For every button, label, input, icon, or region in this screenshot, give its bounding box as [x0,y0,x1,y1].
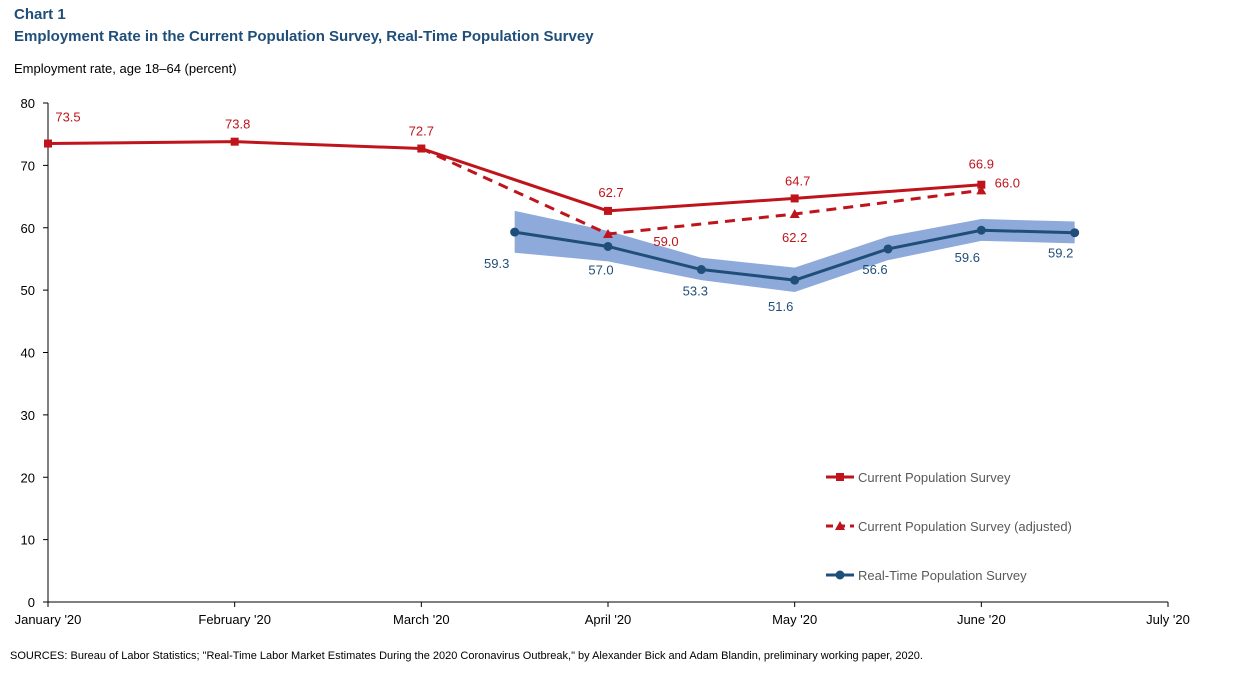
legend-rtps-label: Real-Time Population Survey [858,568,1027,583]
point-cps-adjusted [976,185,987,195]
point-rtps [696,265,706,275]
data-label-cps-adjusted: 66.0 [995,175,1020,190]
data-label-cps: 72.7 [409,124,434,139]
point-rtps [976,225,986,235]
series-line-cps [47,140,982,213]
y-tick-label: 30 [21,408,35,423]
data-label-rtps: 59.6 [955,250,980,265]
x-tick-label: January '20 [15,612,82,627]
y-tick-label: 70 [21,158,35,173]
data-label-rtps: 57.0 [588,262,613,277]
legend-rtps-marker [835,570,845,580]
point-rtps [1070,228,1080,238]
point-cps [417,144,426,153]
point-cps [977,180,986,189]
y-axis-title: Employment rate, age 18–64 (percent) [14,61,237,76]
x-tick-label: June '20 [957,612,1006,627]
point-rtps [510,227,520,237]
x-tick-label: April '20 [585,612,632,627]
data-label-cps-adjusted: 62.2 [782,230,807,245]
point-cps [230,137,239,146]
legend-cps-label: Current Population Survey [858,470,1011,485]
y-tick-label: 40 [21,346,35,361]
point-cps [790,194,799,203]
data-label-cps-adjusted: 59.0 [653,234,678,249]
chart-label: Chart 1 [14,6,66,23]
data-label-rtps: 56.6 [862,262,887,277]
y-tick-label: 80 [21,96,35,111]
point-rtps [883,244,893,254]
data-label-rtps: 59.2 [1048,246,1073,261]
series-line-cps-adjusted [420,147,982,236]
y-tick-label: 0 [28,595,35,610]
x-tick-label: February '20 [198,612,271,627]
data-label-rtps: 51.6 [768,299,793,314]
data-label-rtps: 59.3 [484,256,509,271]
point-cps-adjusted [603,228,613,238]
y-tick-label: 20 [21,470,35,485]
x-tick-label: May '20 [772,612,817,627]
y-tick-label: 10 [21,533,35,548]
chart-title: Employment Rate in the Current Populatio… [14,28,594,45]
legend-cps-adjusted-label: Current Population Survey (adjusted) [858,519,1072,534]
point-rtps [790,275,800,285]
point-cps [44,139,52,148]
point-cps [604,206,612,215]
x-tick-label: March '20 [393,612,450,627]
point-rtps [603,241,613,251]
data-label-cps: 73.5 [55,110,80,125]
x-tick-label: July '20 [1146,612,1190,627]
data-label-cps: 73.8 [225,117,250,132]
legend-cps-marker [836,473,844,481]
data-label-cps: 66.9 [969,157,994,172]
confidence-band [514,210,1075,292]
y-tick-label: 60 [21,221,35,236]
y-tick-label: 50 [21,283,35,298]
legend-cps-adjusted-marker [835,521,845,530]
point-cps-adjusted [789,209,800,219]
source-note: SOURCES: Bureau of Labor Statistics; "Re… [10,650,923,662]
data-label-cps: 64.7 [785,173,810,188]
data-label-rtps: 53.3 [683,284,708,299]
data-label-cps: 62.7 [598,185,623,200]
